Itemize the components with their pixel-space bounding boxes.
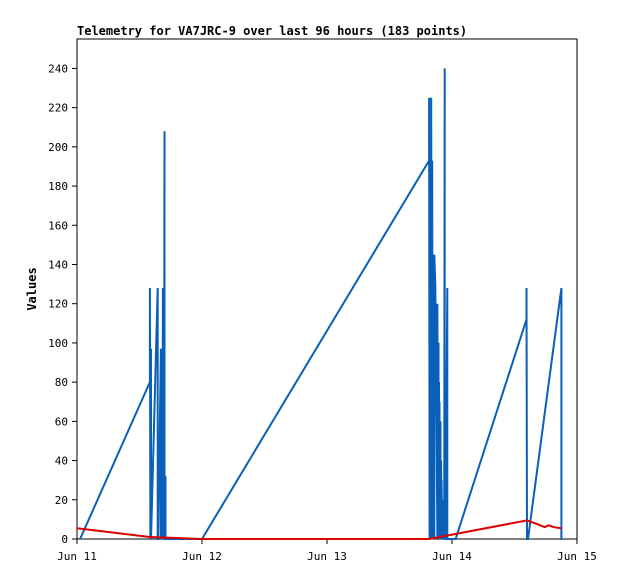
x-tick-label: Jun 14 <box>432 550 472 563</box>
y-tick-label: 200 <box>48 141 68 154</box>
y-tick-label: 140 <box>48 258 68 271</box>
y-tick-label: 80 <box>55 376 68 389</box>
x-tick-label: Jun 13 <box>307 550 347 563</box>
x-tick-label: Jun 11 <box>57 550 97 563</box>
y-axis-label: Values <box>25 267 39 310</box>
y-tick-label: 180 <box>48 180 68 193</box>
x-axis: Jun 11 Jun 12 Jun 13 Jun 14 Jun 15 <box>57 539 597 563</box>
series-line-1 <box>79 68 563 540</box>
y-tick-label: 240 <box>48 62 68 75</box>
y-tick-label: 0 <box>61 533 68 546</box>
series-layer <box>76 68 563 540</box>
x-tick-label: Jun 15 <box>557 550 597 563</box>
series-line-2 <box>76 519 562 540</box>
y-tick-label: 60 <box>55 415 68 428</box>
x-tick-label: Jun 12 <box>182 550 222 563</box>
y-tick-label: 160 <box>48 219 68 232</box>
y-tick-label: 220 <box>48 102 68 115</box>
y-tick-label: 20 <box>55 494 68 507</box>
y-tick-label: 40 <box>55 455 68 468</box>
y-tick-label: 120 <box>48 298 68 311</box>
chart-title: Telemetry for VA7JRC-9 over last 96 hour… <box>77 24 467 38</box>
y-tick-label: 100 <box>48 337 68 350</box>
y-axis: 0 20 40 60 80 100 120 140 160 180 200 220 240 <box>48 62 77 546</box>
